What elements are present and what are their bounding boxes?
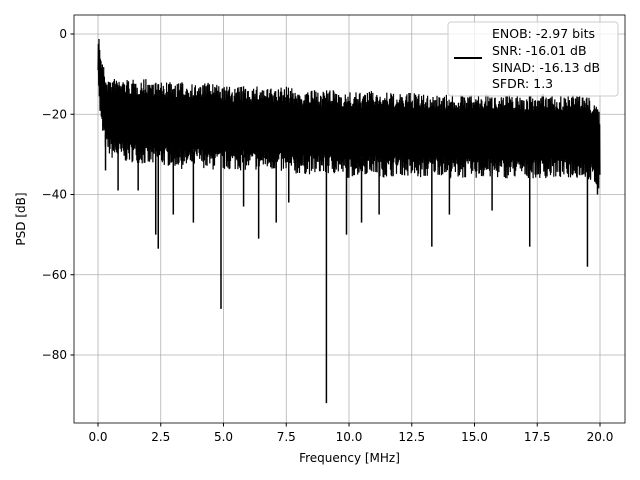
x-tick-label: 5.0 — [214, 430, 233, 444]
x-tick-label: 7.5 — [277, 430, 296, 444]
y-tick-label: −60 — [42, 268, 67, 282]
x-tick-label: 15.0 — [461, 430, 488, 444]
x-axis-label: Frequency [MHz] — [299, 451, 400, 465]
legend-sinad: SINAD: -16.13 dB — [492, 60, 600, 75]
y-tick-label: −40 — [42, 188, 67, 202]
x-tick-label: 2.5 — [151, 430, 170, 444]
x-tick-label: 0.0 — [88, 430, 107, 444]
plot-area — [97, 38, 601, 404]
y-tick-label: 0 — [59, 27, 67, 41]
y-axis-label: PSD [dB] — [14, 192, 28, 245]
x-tick-label: 17.5 — [524, 430, 551, 444]
x-tick-label: 10.0 — [336, 430, 363, 444]
psd-line — [97, 38, 601, 189]
x-tick-label: 20.0 — [587, 430, 614, 444]
x-tick-label: 12.5 — [398, 430, 425, 444]
y-tick-label: −80 — [42, 348, 67, 362]
legend-sfdr: SFDR: 1.3 — [492, 76, 553, 91]
legend-snr: SNR: -16.01 dB — [492, 43, 587, 58]
y-tick-label: −20 — [42, 107, 67, 121]
legend-enob: ENOB: -2.97 bits — [492, 26, 595, 41]
legend: ENOB: -2.97 bits SNR: -16.01 dB SINAD: -… — [447, 21, 619, 97]
ticks: 0.0 2.5 5.0 7.5 10.0 12.5 15.0 17.5 20.0 0 −20 −40 −… — [42, 27, 614, 444]
